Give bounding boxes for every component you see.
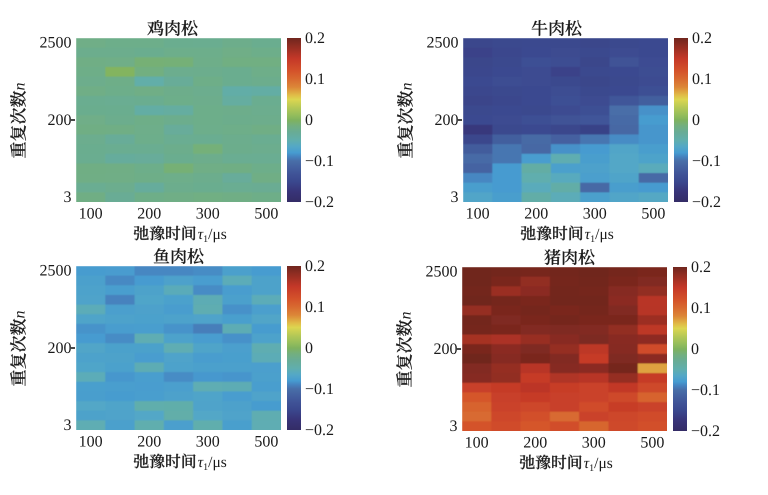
svg-text:−0.1: −0.1 (305, 381, 334, 398)
svg-text:−0.1: −0.1 (691, 382, 720, 399)
svg-text:3: 3 (450, 418, 458, 435)
svg-text:2500: 2500 (40, 263, 72, 280)
svg-text:0.1: 0.1 (691, 300, 711, 317)
svg-text:τ1/μs: τ1/μs (198, 226, 227, 245)
svg-text:300: 300 (582, 435, 606, 452)
svg-text:n: n (399, 83, 416, 91)
svg-text:0: 0 (691, 341, 699, 358)
svg-text:2500: 2500 (426, 264, 458, 281)
svg-text:200: 200 (435, 112, 459, 129)
svg-text:0.1: 0.1 (305, 299, 325, 316)
svg-text:300: 300 (196, 206, 220, 223)
svg-text:300: 300 (583, 206, 607, 223)
svg-text:−0.2: −0.2 (305, 194, 334, 211)
svg-text:3: 3 (64, 417, 72, 434)
svg-text:100: 100 (466, 206, 490, 223)
svg-text:0.2: 0.2 (691, 259, 711, 276)
svg-text:3: 3 (64, 189, 72, 206)
svg-text:200: 200 (524, 206, 548, 223)
svg-text:τ1/μs: τ1/μs (198, 454, 227, 473)
svg-text:0: 0 (305, 112, 313, 129)
svg-text:−0.1: −0.1 (692, 153, 721, 170)
svg-text:−0.2: −0.2 (691, 423, 720, 440)
svg-text:0: 0 (692, 112, 700, 129)
svg-text:τ1/μs: τ1/μs (585, 226, 614, 245)
svg-text:τ1/μs: τ1/μs (584, 455, 613, 474)
svg-text:500: 500 (641, 206, 665, 223)
svg-text:100: 100 (79, 206, 103, 223)
svg-text:−0.2: −0.2 (305, 422, 334, 439)
svg-text:200: 200 (434, 341, 458, 358)
svg-text:200: 200 (48, 112, 72, 129)
svg-text:100: 100 (79, 434, 103, 451)
svg-text:n: n (12, 311, 29, 319)
svg-text:n: n (12, 83, 29, 91)
svg-text:0.1: 0.1 (692, 71, 712, 88)
svg-text:−0.2: −0.2 (692, 194, 721, 211)
svg-text:200: 200 (137, 434, 161, 451)
svg-text:500: 500 (254, 434, 278, 451)
svg-text:3: 3 (451, 189, 459, 206)
svg-text:n: n (398, 312, 415, 320)
svg-text:0.1: 0.1 (305, 71, 325, 88)
svg-text:200: 200 (523, 435, 547, 452)
svg-text:200: 200 (48, 340, 72, 357)
svg-text:0: 0 (305, 340, 313, 357)
svg-text:2500: 2500 (40, 35, 72, 52)
svg-text:0.2: 0.2 (305, 258, 325, 275)
svg-text:200: 200 (137, 206, 161, 223)
svg-text:100: 100 (465, 435, 489, 452)
svg-text:0.2: 0.2 (305, 30, 325, 47)
svg-text:300: 300 (196, 434, 220, 451)
svg-text:500: 500 (254, 206, 278, 223)
svg-text:2500: 2500 (427, 35, 459, 52)
svg-text:0.2: 0.2 (692, 30, 712, 47)
svg-text:−0.1: −0.1 (305, 153, 334, 170)
svg-text:500: 500 (640, 435, 664, 452)
